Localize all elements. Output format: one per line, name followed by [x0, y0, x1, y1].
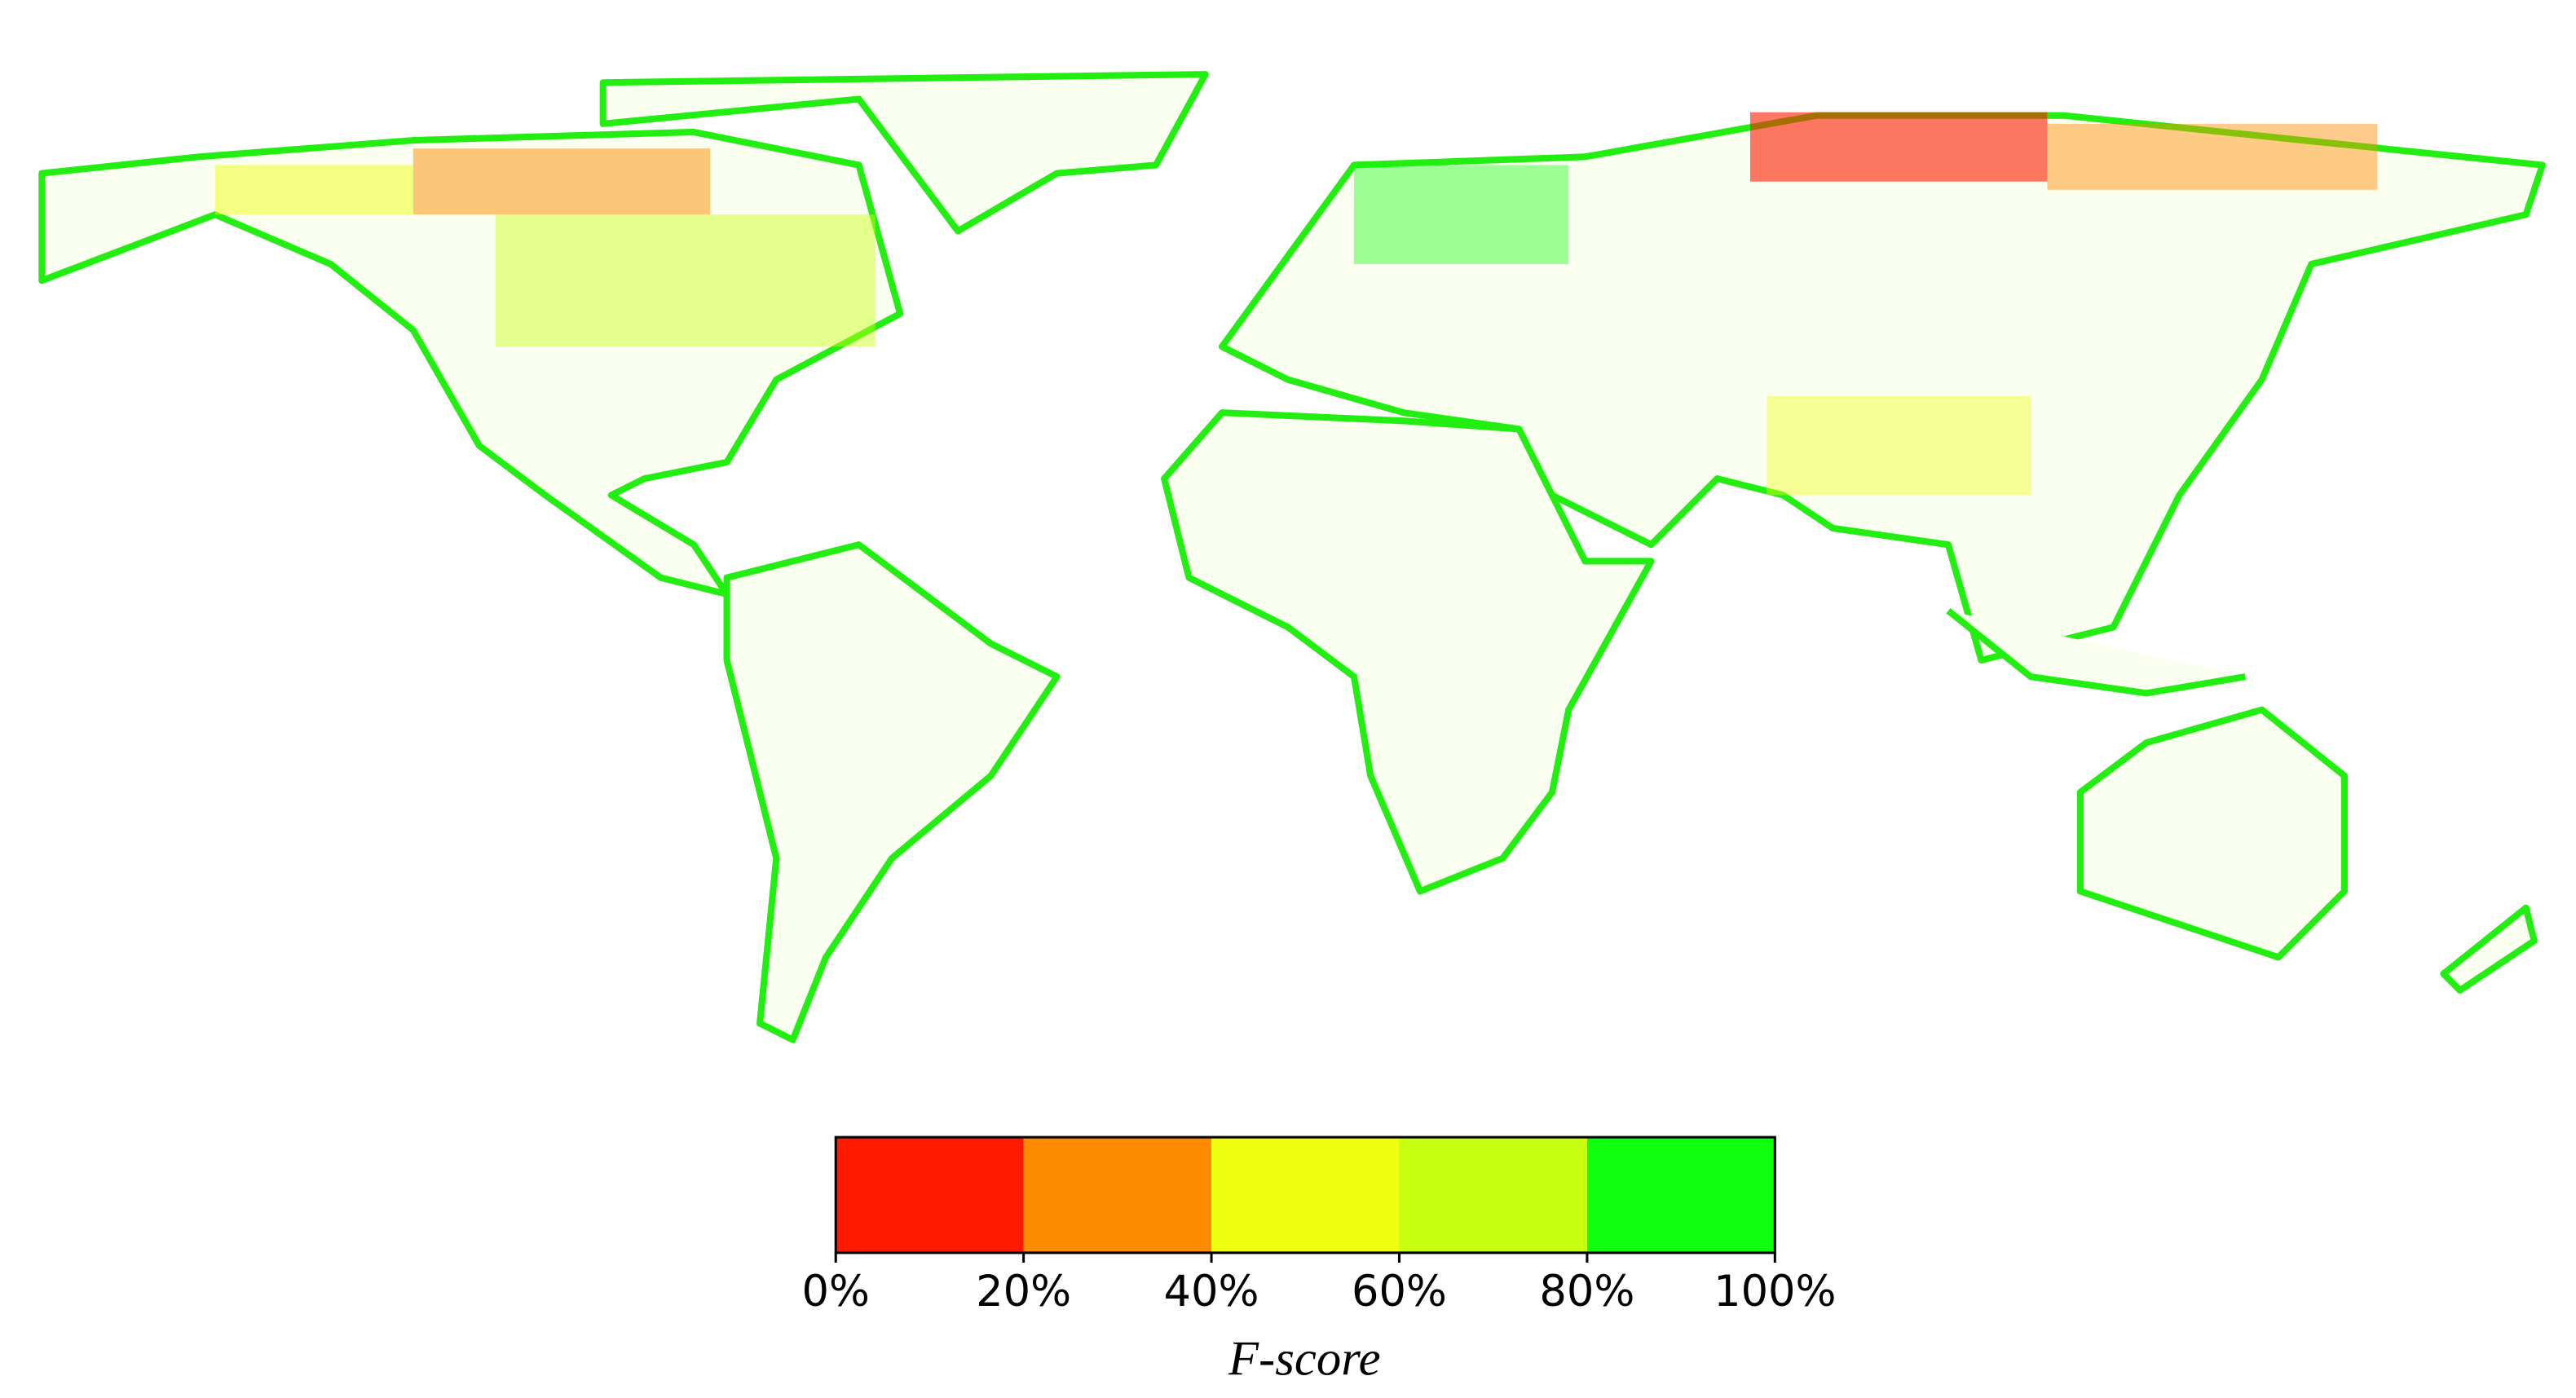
- new-zealand: [2440, 904, 2538, 994]
- high-latitude-patch: [1749, 112, 2048, 182]
- high-latitude-patch: [412, 148, 711, 215]
- australia: [2076, 706, 2348, 961]
- colorbar-tick-label: 60%: [1352, 1267, 1447, 1316]
- colorbar-tick-label: 80%: [1539, 1267, 1634, 1316]
- colorbar-segment: [1586, 1137, 1775, 1253]
- indonesia: [1946, 608, 2247, 697]
- colorbar-tick-label: 0%: [801, 1267, 870, 1316]
- north-america: [38, 128, 904, 598]
- colorbar-segment: [1023, 1137, 1212, 1253]
- greenland: [599, 71, 1209, 235]
- colorbar: F-score 0% 20% 40% 60% 80% 100%: [801, 1136, 1837, 1386]
- colorbar-tick-label: 40%: [1164, 1267, 1259, 1316]
- colorbar-tick-label: 100%: [1714, 1267, 1836, 1316]
- africa: [1161, 409, 1655, 895]
- high-latitude-patch: [2047, 123, 2378, 190]
- colorbar-segment: [836, 1137, 1024, 1253]
- colorbar-frame: [834, 1136, 1776, 1255]
- south-america: [723, 541, 1061, 1043]
- forest-patch: [496, 214, 876, 347]
- colorbar-tick-label: 20%: [976, 1267, 1071, 1316]
- forest-patch: [1353, 165, 1569, 264]
- world-map: [38, 71, 2546, 1043]
- colorbar-segment: [1211, 1137, 1400, 1253]
- colorbar-segment: [1399, 1137, 1587, 1253]
- colorbar-label: F-score: [1228, 1331, 1381, 1386]
- asia-patch: [1767, 395, 2031, 496]
- high-latitude-patch: [214, 165, 413, 215]
